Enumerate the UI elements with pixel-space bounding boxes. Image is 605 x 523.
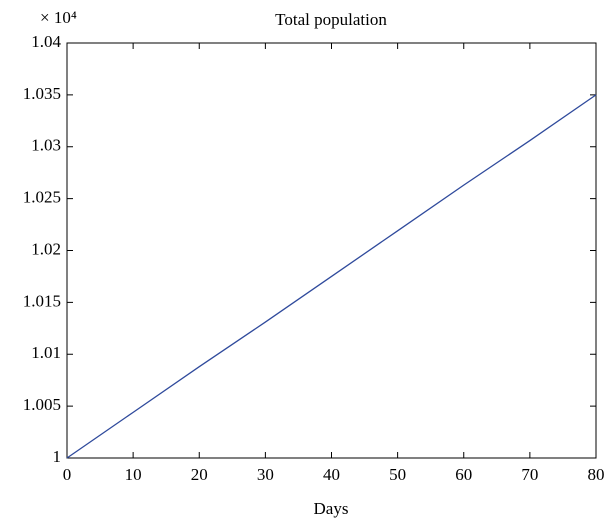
y-tick-label: 1.005 <box>23 395 61 414</box>
x-tick-label: 40 <box>323 465 340 484</box>
y-tick-label: 1.03 <box>31 136 61 155</box>
x-tick-label: 20 <box>191 465 208 484</box>
data-line <box>66 94 597 459</box>
y-tick-label: 1.035 <box>23 84 61 103</box>
x-tick-label: 60 <box>455 465 472 484</box>
x-tick-label: 80 <box>588 465 605 484</box>
y-tick-label: 1 <box>53 447 62 466</box>
y-scale-label: × 10⁴ <box>40 8 77 27</box>
y-tick-label: 1.02 <box>31 239 61 258</box>
x-tick-label: 0 <box>63 465 72 484</box>
x-tick-label: 10 <box>125 465 142 484</box>
x-tick-label: 70 <box>521 465 538 484</box>
x-axis-label: Days <box>314 499 349 518</box>
y-tick-label: 1.04 <box>31 32 61 51</box>
x-tick-label: 50 <box>389 465 406 484</box>
y-tick-label: 1.015 <box>23 291 61 310</box>
x-tick-label: 30 <box>257 465 274 484</box>
plot-frame <box>66 42 597 459</box>
chart-title: Total population <box>275 10 387 29</box>
y-tick-label: 1.01 <box>31 343 61 362</box>
y-tick-label: 1.025 <box>23 188 61 207</box>
